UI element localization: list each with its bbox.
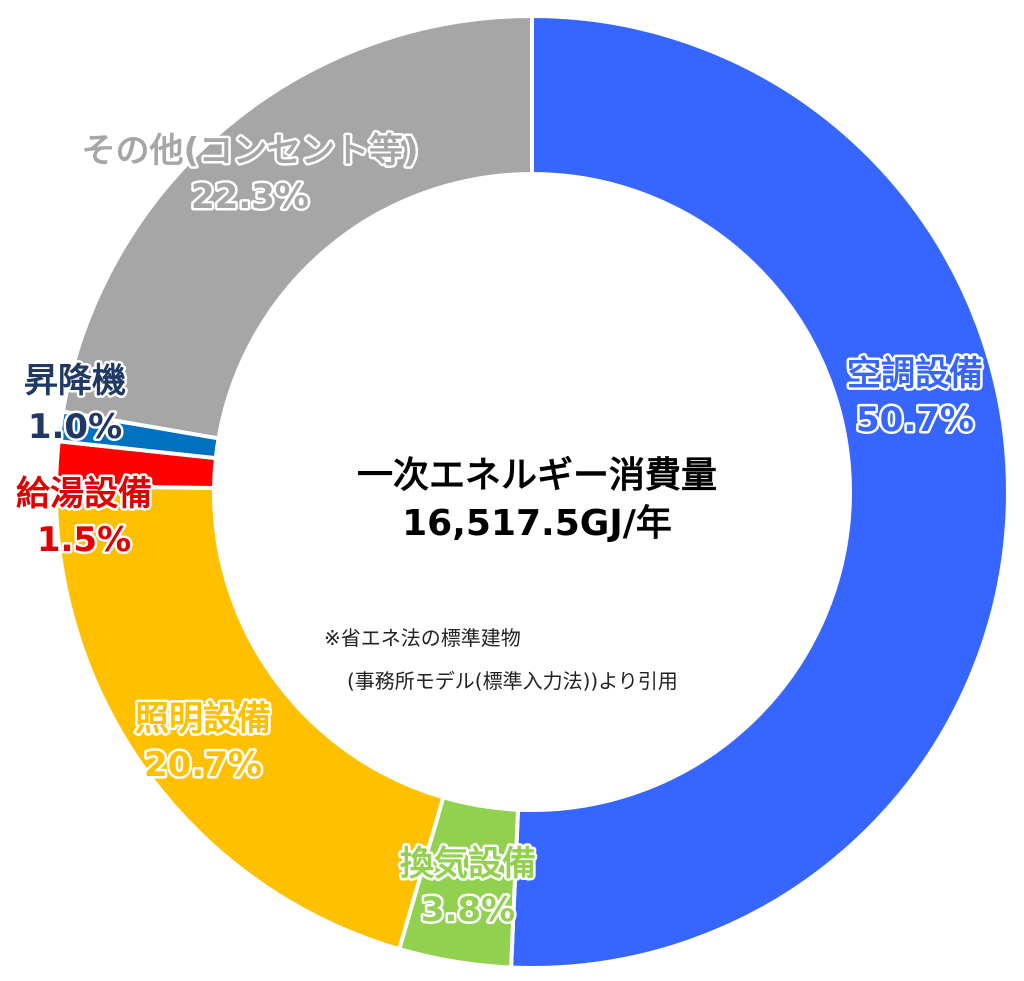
slice-4-category-label: 昇降機 xyxy=(24,361,126,401)
center-title-line-1: 一次エネルギー消費量 xyxy=(357,455,717,496)
slice-0-wedge xyxy=(508,13,1010,970)
slice-3-category-label: 給湯設備 xyxy=(16,474,152,514)
slices-group xyxy=(54,13,1010,970)
slice-0-category-label: 空調設備 xyxy=(847,354,983,394)
slice-0-value-label: 50.7% xyxy=(856,400,974,440)
center-title-line-2: 16,517.5GJ/年 xyxy=(402,503,672,544)
slice-5-wedge xyxy=(60,13,534,441)
slice-2-value-label: 20.7% xyxy=(144,745,262,785)
slice-1-category-label: 換気設備 xyxy=(400,844,536,884)
center-note-line-2: (事務所モデル(標準入力法))より引用 xyxy=(347,669,678,693)
slice-5-value-label: 22.3% xyxy=(191,177,309,217)
slice-4-value-label: 1.0% xyxy=(28,407,122,447)
slice-3-value-label: 1.5% xyxy=(37,520,131,560)
labels-group: 空調設備 50.7% 換気設備 3.8% 照明設備 20.7% 給湯設備 1.5% 昇降機 1.0… xyxy=(14,129,986,933)
slice-1-value-label: 3.8% xyxy=(421,890,515,930)
slice-5-category-label: その他(コンセント等) xyxy=(81,131,418,171)
center-note-line-1: ※省エネ法の標準建物 xyxy=(324,626,521,650)
slice-2-wedge xyxy=(54,483,446,952)
slice-2-category-label: 照明設備 xyxy=(135,699,271,739)
